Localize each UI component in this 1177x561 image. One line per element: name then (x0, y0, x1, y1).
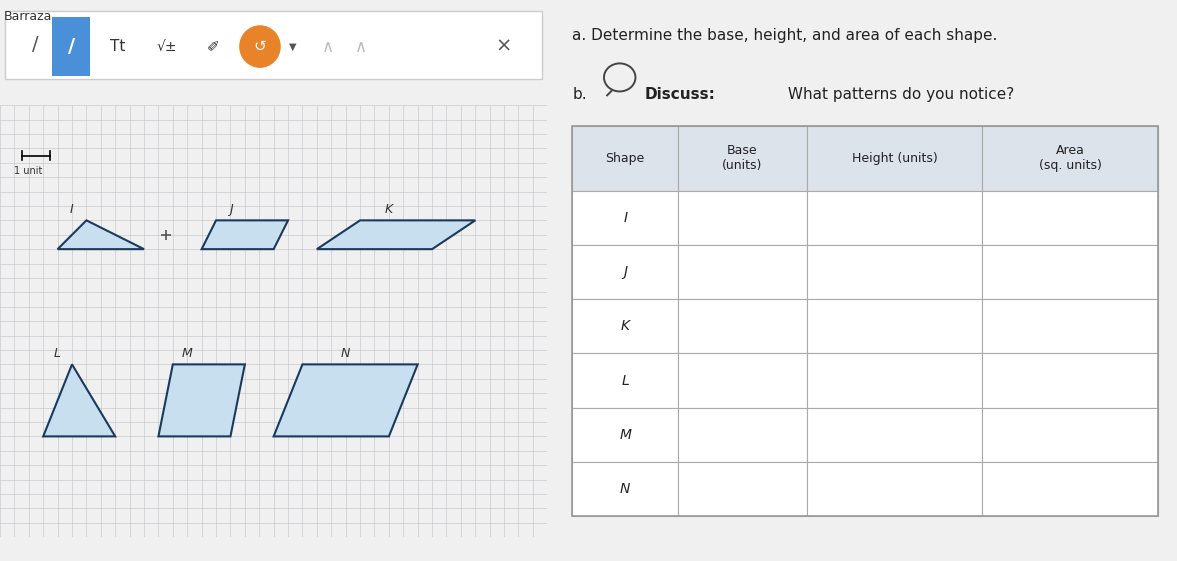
Text: Base
(units): Base (units) (723, 145, 763, 172)
Bar (6, 11, 541, 79)
Bar (572, 462, 678, 516)
Polygon shape (317, 220, 476, 249)
Bar (678, 408, 806, 462)
Text: M: M (182, 347, 193, 360)
Text: ∧: ∧ (322, 38, 334, 56)
Bar (806, 299, 983, 353)
Bar (983, 191, 1158, 245)
Bar (806, 353, 983, 408)
Text: N: N (341, 347, 351, 360)
Bar (572, 245, 678, 299)
Text: Height (units): Height (units) (852, 152, 937, 165)
Text: 1 unit: 1 unit (14, 165, 42, 176)
Bar (678, 126, 806, 191)
Text: ↺: ↺ (253, 39, 266, 54)
Bar (572, 191, 678, 245)
Bar (806, 462, 983, 516)
Bar (52, 17, 91, 76)
Text: J: J (228, 203, 232, 216)
Bar (572, 126, 1158, 516)
Bar (678, 353, 806, 408)
Text: K: K (385, 203, 393, 216)
Text: J: J (623, 265, 627, 279)
Bar (678, 191, 806, 245)
Text: L: L (621, 374, 629, 388)
Text: a. Determine the base, height, and area of each shape.: a. Determine the base, height, and area … (572, 28, 998, 43)
Bar (806, 126, 983, 191)
Bar (983, 408, 1158, 462)
Text: b.: b. (572, 87, 587, 102)
Bar (983, 353, 1158, 408)
Text: ▼: ▼ (290, 42, 297, 52)
Text: ✐: ✐ (207, 39, 220, 54)
Text: /: / (67, 37, 74, 56)
Text: N: N (620, 482, 631, 496)
Text: /: / (32, 35, 39, 54)
Text: ∧: ∧ (355, 38, 367, 56)
Bar (572, 126, 678, 191)
Text: I: I (623, 211, 627, 225)
Bar (806, 408, 983, 462)
Text: I: I (71, 203, 74, 216)
Circle shape (239, 25, 281, 68)
Text: Shape: Shape (606, 152, 645, 165)
Text: K: K (620, 319, 630, 333)
Polygon shape (58, 220, 144, 249)
Bar (678, 462, 806, 516)
Bar (572, 353, 678, 408)
Text: L: L (54, 347, 61, 360)
Polygon shape (201, 220, 288, 249)
Bar (572, 408, 678, 462)
Bar (983, 299, 1158, 353)
Text: √±: √± (157, 40, 178, 53)
Bar (806, 191, 983, 245)
Bar (572, 299, 678, 353)
Text: Tt: Tt (109, 39, 126, 54)
Bar (983, 462, 1158, 516)
Bar (806, 245, 983, 299)
Bar (678, 245, 806, 299)
Bar (983, 245, 1158, 299)
Text: ×: × (496, 37, 512, 56)
Bar (983, 126, 1158, 191)
Text: M: M (619, 428, 631, 442)
Text: What patterns do you notice?: What patterns do you notice? (784, 87, 1015, 102)
Polygon shape (274, 365, 418, 436)
Bar (678, 299, 806, 353)
Text: Area
(sq. units): Area (sq. units) (1039, 145, 1102, 172)
Polygon shape (159, 365, 245, 436)
Text: Barraza: Barraza (4, 10, 52, 23)
Polygon shape (44, 365, 115, 436)
Text: Discuss:: Discuss: (645, 87, 716, 102)
